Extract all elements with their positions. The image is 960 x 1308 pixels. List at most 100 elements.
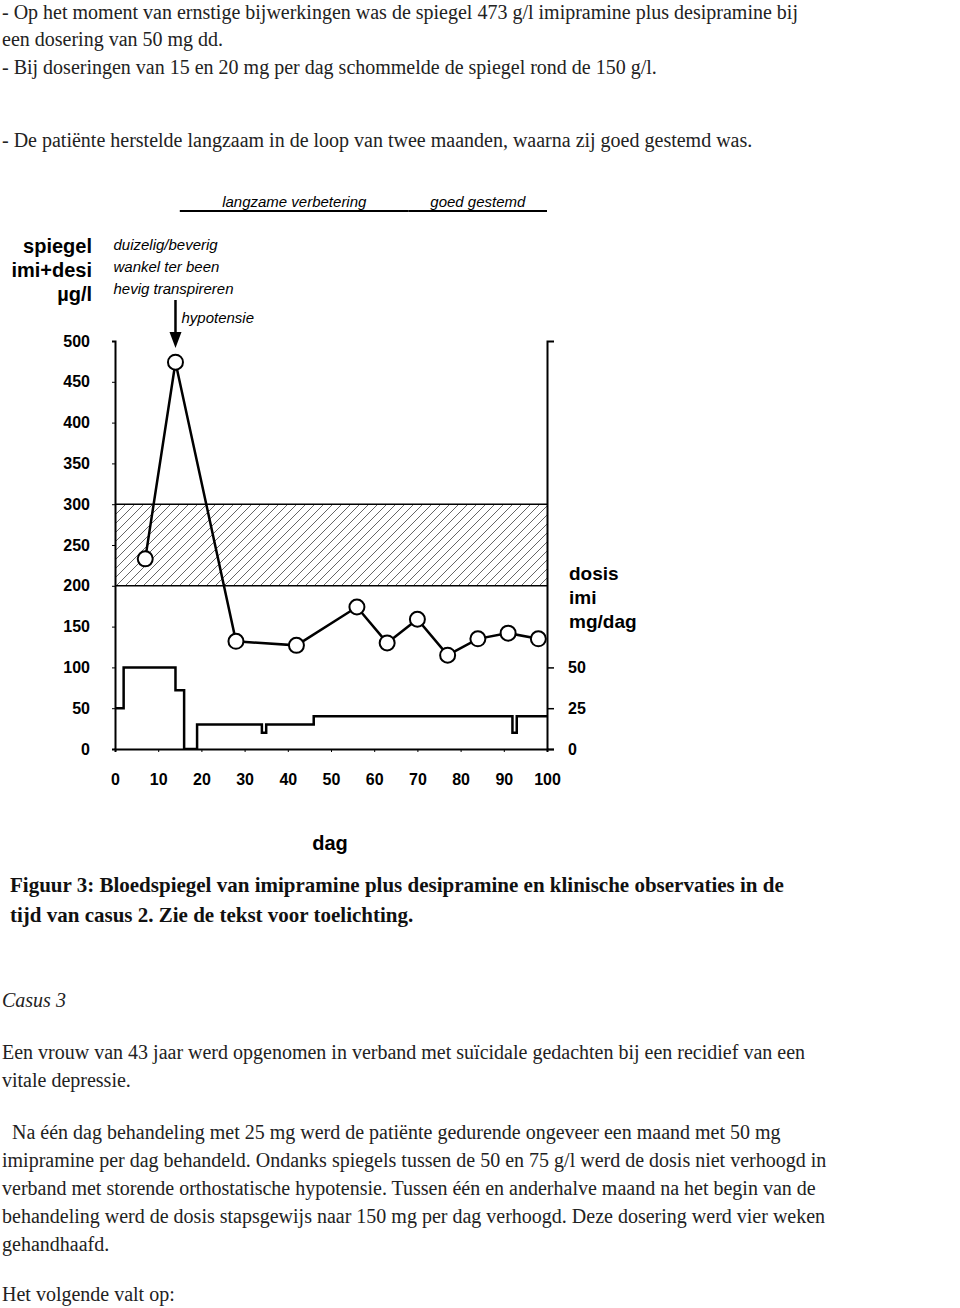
axis-title: dosis — [569, 563, 619, 584]
tick: 50 — [547, 659, 586, 676]
tick-mark — [201, 749, 202, 752]
tick: 50 — [323, 749, 341, 788]
level-point — [289, 638, 304, 653]
tick: 0 — [547, 741, 577, 758]
tick-label: 40 — [279, 771, 297, 788]
annotation-text: wankel ter been — [113, 258, 219, 275]
tick-mark — [547, 708, 554, 710]
tick: 150 — [63, 618, 115, 635]
tick-label: 50 — [323, 771, 341, 788]
tick: 25 — [547, 700, 586, 717]
tick: 300 — [63, 496, 115, 513]
tick: 0 — [81, 741, 115, 758]
body-text: Een vrouw van 43 jaar werd opgenomen in … — [2, 1041, 805, 1064]
band-edge — [115, 503, 547, 505]
tick: 200 — [63, 577, 115, 594]
level-point — [410, 612, 425, 627]
annotation-text: duizelig/beverig — [113, 236, 218, 253]
tick-mark — [288, 749, 289, 752]
tick: 450 — [63, 373, 115, 390]
body-text: Na één dag behandeling met 25 mg werd de… — [12, 1121, 781, 1144]
tick-label: 400 — [63, 414, 90, 431]
body-text: behandeling werd de dosis stapsgewijs na… — [2, 1205, 825, 1228]
chart: 0501001502002503003504004505000102030405… — [11, 193, 636, 854]
y-axis: 0 50 100 150 200 250 300 350 400 450 500 — [63, 333, 115, 758]
section-title: Casus 3 — [2, 989, 66, 1011]
tick: 0 — [111, 749, 120, 788]
y-axis-title: spiegelimi+desiµg/l — [11, 235, 92, 305]
axis-line — [112, 342, 116, 750]
tick-label: 30 — [236, 771, 254, 788]
level-point — [349, 600, 364, 615]
annotation-text: hypotensie — [181, 309, 254, 326]
annotation: duizelig/beverig wankel ter been hevig tra… — [113, 236, 254, 348]
x-axis: 0 10 20 30 40 50 60 70 80 90 100 — [111, 749, 561, 788]
tick: 500 — [63, 333, 115, 350]
axis-title: dag — [312, 832, 348, 854]
tick-label: 150 — [63, 618, 90, 635]
tick-label: 200 — [63, 577, 90, 594]
background — [0, 0, 960, 1308]
annotation-arrowhead — [169, 332, 181, 348]
tick: 20 — [193, 749, 211, 788]
span-label: langzame verbetering — [222, 193, 367, 210]
page: - Op het moment van ernstige bijwerkinge… — [0, 0, 960, 1308]
axis-title: imi — [569, 587, 596, 608]
tick-label: 60 — [366, 771, 384, 788]
tick: 10 — [150, 749, 168, 788]
axis-line — [116, 750, 548, 753]
tick-label: 0 — [568, 741, 577, 758]
axis-title: spiegel — [23, 235, 92, 257]
y2-axis: 0 25 50 — [547, 342, 586, 758]
tick-label: 70 — [409, 771, 427, 788]
tick: 100 — [63, 659, 115, 676]
tick: 250 — [63, 537, 115, 554]
period-span: goed gestemd — [409, 193, 547, 211]
tick: 350 — [63, 455, 115, 472]
tick-label: 25 — [568, 700, 586, 717]
level-point — [138, 551, 153, 566]
tick-mark — [331, 749, 332, 752]
body-text: - Bij doseringen van 15 en 20 mg per dag… — [2, 56, 657, 79]
body-text: een dosering van 50 mg dd. — [2, 28, 223, 51]
reference-band-group — [115, 504, 547, 586]
tick-mark — [112, 423, 115, 424]
tick-label: 100 — [534, 771, 561, 788]
tick: 80 — [452, 749, 470, 788]
tick-label: 300 — [63, 496, 90, 513]
tick-mark — [112, 667, 115, 668]
axis-title: µg/l — [57, 283, 92, 305]
tick-label: 20 — [193, 771, 211, 788]
tick: 100 — [534, 749, 561, 788]
tick-mark — [112, 708, 115, 709]
level-point — [380, 635, 395, 650]
body-text: Het volgende valt op: — [2, 1283, 175, 1306]
tick-label: 50 — [568, 659, 586, 676]
tick-mark — [547, 667, 554, 669]
tick-mark — [461, 749, 462, 752]
tick-mark — [112, 504, 115, 505]
tick-label: 0 — [111, 771, 120, 788]
level-point — [501, 626, 516, 641]
data-marks — [115, 355, 547, 749]
tick: 50 — [72, 700, 115, 717]
tick: 90 — [495, 749, 513, 788]
tick-label: 250 — [63, 537, 90, 554]
dose-line — [115, 667, 547, 749]
level-point — [440, 648, 455, 663]
tick-label: 80 — [452, 771, 470, 788]
tick-label: 100 — [63, 659, 90, 676]
body-text: - De patiënte herstelde langzaam in de l… — [2, 129, 752, 152]
level-point — [168, 355, 183, 370]
tick-mark — [417, 749, 418, 752]
period-span: langzame verbetering — [180, 193, 409, 211]
tick-label: 0 — [81, 741, 90, 758]
annotation-text: hevig transpireren — [113, 280, 233, 297]
span-line — [409, 210, 547, 212]
tick-label: 450 — [63, 373, 90, 390]
axis-title: imi+desi — [11, 259, 92, 281]
level-point — [531, 631, 546, 646]
tick-mark — [158, 749, 159, 752]
reference-band — [115, 504, 547, 586]
tick-label: 10 — [150, 771, 168, 788]
